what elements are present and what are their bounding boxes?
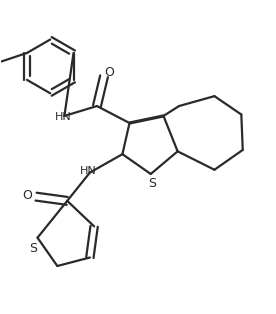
Text: O: O bbox=[104, 66, 114, 78]
Text: O: O bbox=[22, 189, 32, 202]
Text: HN: HN bbox=[55, 112, 71, 122]
Text: S: S bbox=[148, 176, 156, 190]
Text: HN: HN bbox=[80, 166, 97, 176]
Text: S: S bbox=[29, 242, 37, 255]
